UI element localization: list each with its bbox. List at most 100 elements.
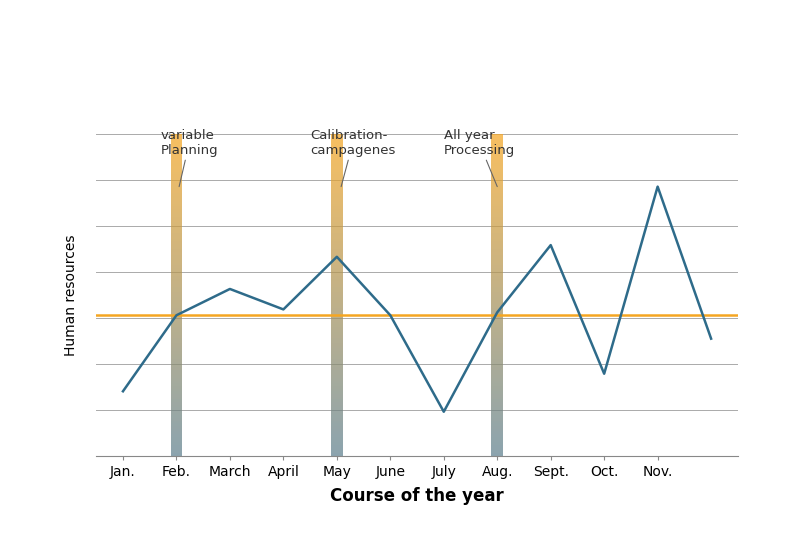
Bar	[331, 306, 342, 308]
Bar	[171, 440, 182, 442]
Bar	[331, 437, 342, 440]
Bar	[331, 295, 342, 297]
Bar	[171, 220, 182, 222]
Bar	[171, 236, 182, 239]
Bar	[331, 255, 342, 257]
Bar	[331, 391, 342, 394]
Bar	[171, 303, 182, 306]
Bar	[492, 142, 503, 145]
Bar	[331, 356, 342, 359]
Bar	[492, 153, 503, 155]
Bar	[492, 252, 503, 255]
Bar	[492, 139, 503, 142]
Bar	[492, 265, 503, 268]
Bar	[331, 163, 342, 166]
Bar	[171, 222, 182, 225]
Bar	[331, 346, 342, 348]
Bar	[492, 137, 503, 139]
Bar	[492, 201, 503, 204]
Text: variable
Planning: variable Planning	[160, 129, 218, 187]
Bar	[171, 206, 182, 209]
Bar	[331, 442, 342, 445]
Bar	[331, 134, 342, 137]
Bar	[171, 169, 182, 172]
Bar	[171, 391, 182, 394]
Bar	[492, 407, 503, 410]
Bar	[171, 383, 182, 386]
Bar	[171, 442, 182, 445]
Bar	[171, 426, 182, 429]
Bar	[171, 364, 182, 367]
Bar	[331, 233, 342, 236]
Bar	[492, 338, 503, 340]
Bar	[171, 338, 182, 340]
Bar	[331, 330, 342, 332]
Bar	[331, 297, 342, 300]
Bar	[171, 375, 182, 378]
Bar	[492, 348, 503, 351]
Bar	[171, 247, 182, 249]
Bar	[331, 281, 342, 284]
Bar	[331, 448, 342, 450]
Bar	[171, 271, 182, 273]
Bar	[171, 139, 182, 142]
Bar	[331, 399, 342, 402]
Bar	[492, 204, 503, 206]
Bar	[492, 386, 503, 389]
Bar	[492, 244, 503, 247]
Bar	[171, 381, 182, 383]
Bar	[171, 134, 182, 137]
Bar	[331, 271, 342, 273]
Bar	[331, 314, 342, 316]
Bar	[171, 217, 182, 220]
Bar	[331, 193, 342, 196]
Bar	[171, 410, 182, 413]
Bar	[492, 163, 503, 166]
Bar	[492, 188, 503, 190]
Bar	[331, 407, 342, 410]
Bar	[492, 373, 503, 375]
Bar	[171, 362, 182, 364]
Bar	[331, 241, 342, 244]
Bar	[171, 378, 182, 381]
Bar	[171, 319, 182, 322]
Bar	[171, 453, 182, 456]
Bar	[171, 153, 182, 155]
Bar	[492, 158, 503, 161]
Bar	[492, 346, 503, 348]
Bar	[492, 324, 503, 327]
Bar	[171, 150, 182, 153]
Bar	[171, 354, 182, 356]
Bar	[171, 448, 182, 450]
Bar	[492, 381, 503, 383]
Bar	[492, 255, 503, 257]
Bar	[331, 440, 342, 442]
Bar	[171, 172, 182, 174]
Bar	[492, 193, 503, 196]
Bar	[331, 303, 342, 306]
Bar	[492, 198, 503, 201]
Bar	[171, 193, 182, 196]
Bar	[331, 322, 342, 324]
Bar	[492, 241, 503, 244]
Bar	[171, 196, 182, 198]
Bar	[492, 367, 503, 370]
Bar	[331, 276, 342, 279]
Bar	[331, 289, 342, 292]
Bar	[331, 354, 342, 356]
Bar	[331, 174, 342, 177]
Bar	[492, 260, 503, 263]
Bar	[492, 233, 503, 236]
Bar	[171, 163, 182, 166]
Bar	[331, 421, 342, 423]
Bar	[331, 370, 342, 373]
Bar	[492, 214, 503, 217]
Bar	[492, 397, 503, 399]
Bar	[331, 423, 342, 426]
Bar	[171, 413, 182, 415]
Bar	[492, 177, 503, 180]
Bar	[331, 158, 342, 161]
Bar	[492, 383, 503, 386]
Bar	[492, 378, 503, 381]
Bar	[171, 174, 182, 177]
